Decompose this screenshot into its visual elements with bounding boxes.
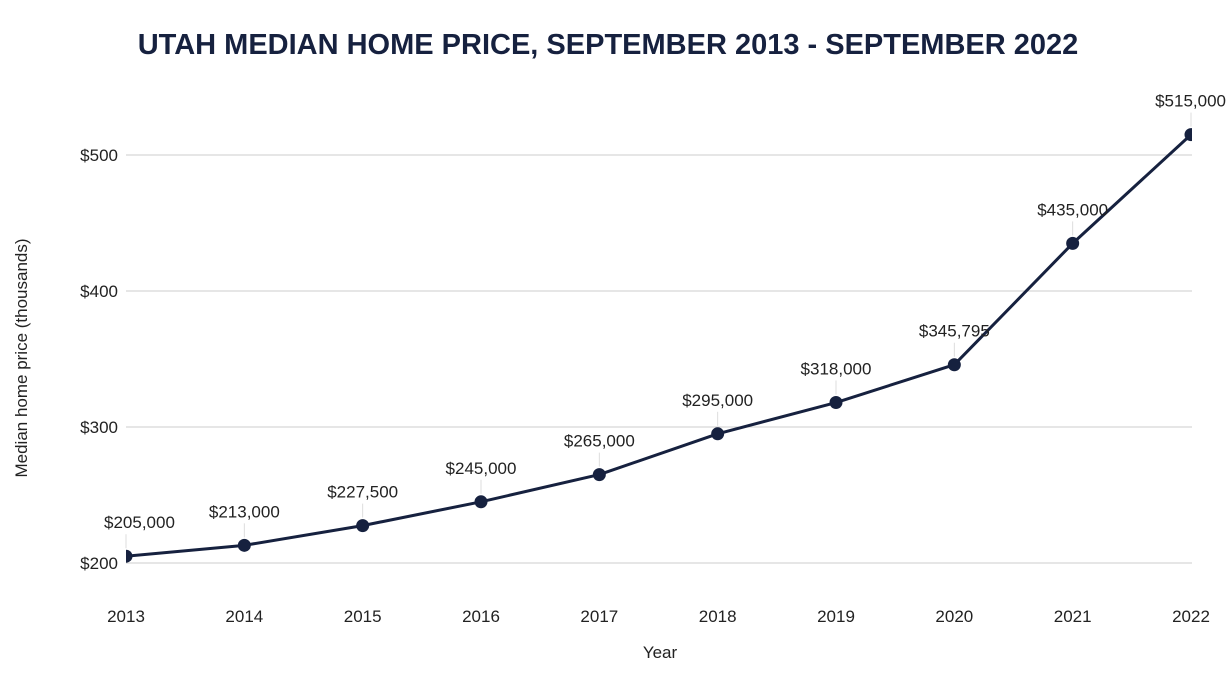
x-tick-labels: 2013 2014 2015 2016 2017 2018 2019 2020 2021 2022 [107,607,1210,626]
x-tick-label: 2022 [1172,607,1210,626]
gridlines [126,154,1192,564]
x-tick-label: 2019 [817,607,855,626]
data-point [592,468,606,482]
y-tick-label: $400 [80,282,118,301]
x-axis-label: Year [643,643,678,662]
series [126,128,1192,563]
data-point [1066,236,1080,250]
x-tick-label: 2021 [1054,607,1092,626]
y-axis-label: Median home price (thousands) [12,238,31,477]
y-tick-labels: $200 $300 $400 $500 [80,146,118,573]
data-label: $295,000 [682,391,753,410]
data-label: $227,500 [327,483,398,502]
data-label: $345,795 [919,322,990,341]
data-label: $213,000 [209,502,280,521]
data-point [947,358,961,372]
data-point [1184,128,1192,142]
series-line [126,133,1192,558]
y-tick-label: $500 [80,146,118,165]
data-point [474,495,488,509]
x-tick-label: 2016 [462,607,500,626]
x-tick-label: 2017 [580,607,618,626]
y-tick-label: $300 [80,418,118,437]
data-label: $265,000 [564,432,635,451]
data-point [356,519,370,533]
y-tick-label: $200 [80,554,118,573]
data-label: $318,000 [801,360,872,379]
x-tick-label: 2013 [107,607,145,626]
data-label: $205,000 [104,513,175,532]
data-labels: $205,000 $213,000 $227,500 $245,000 $265,000… [104,92,1226,549]
data-point [711,427,725,441]
x-tick-label: 2018 [699,607,737,626]
x-tick-label: 2014 [225,607,263,626]
chart-title: UTAH MEDIAN HOME PRICE, SEPTEMBER 2013 -… [138,29,1079,61]
data-label: $245,000 [446,459,517,478]
data-point [237,538,251,552]
data-point [126,549,133,563]
x-tick-label: 2020 [935,607,973,626]
x-tick-label: 2015 [344,607,382,626]
data-label: $435,000 [1037,200,1108,219]
data-point [829,396,843,410]
data-label: $515,000 [1155,92,1226,111]
